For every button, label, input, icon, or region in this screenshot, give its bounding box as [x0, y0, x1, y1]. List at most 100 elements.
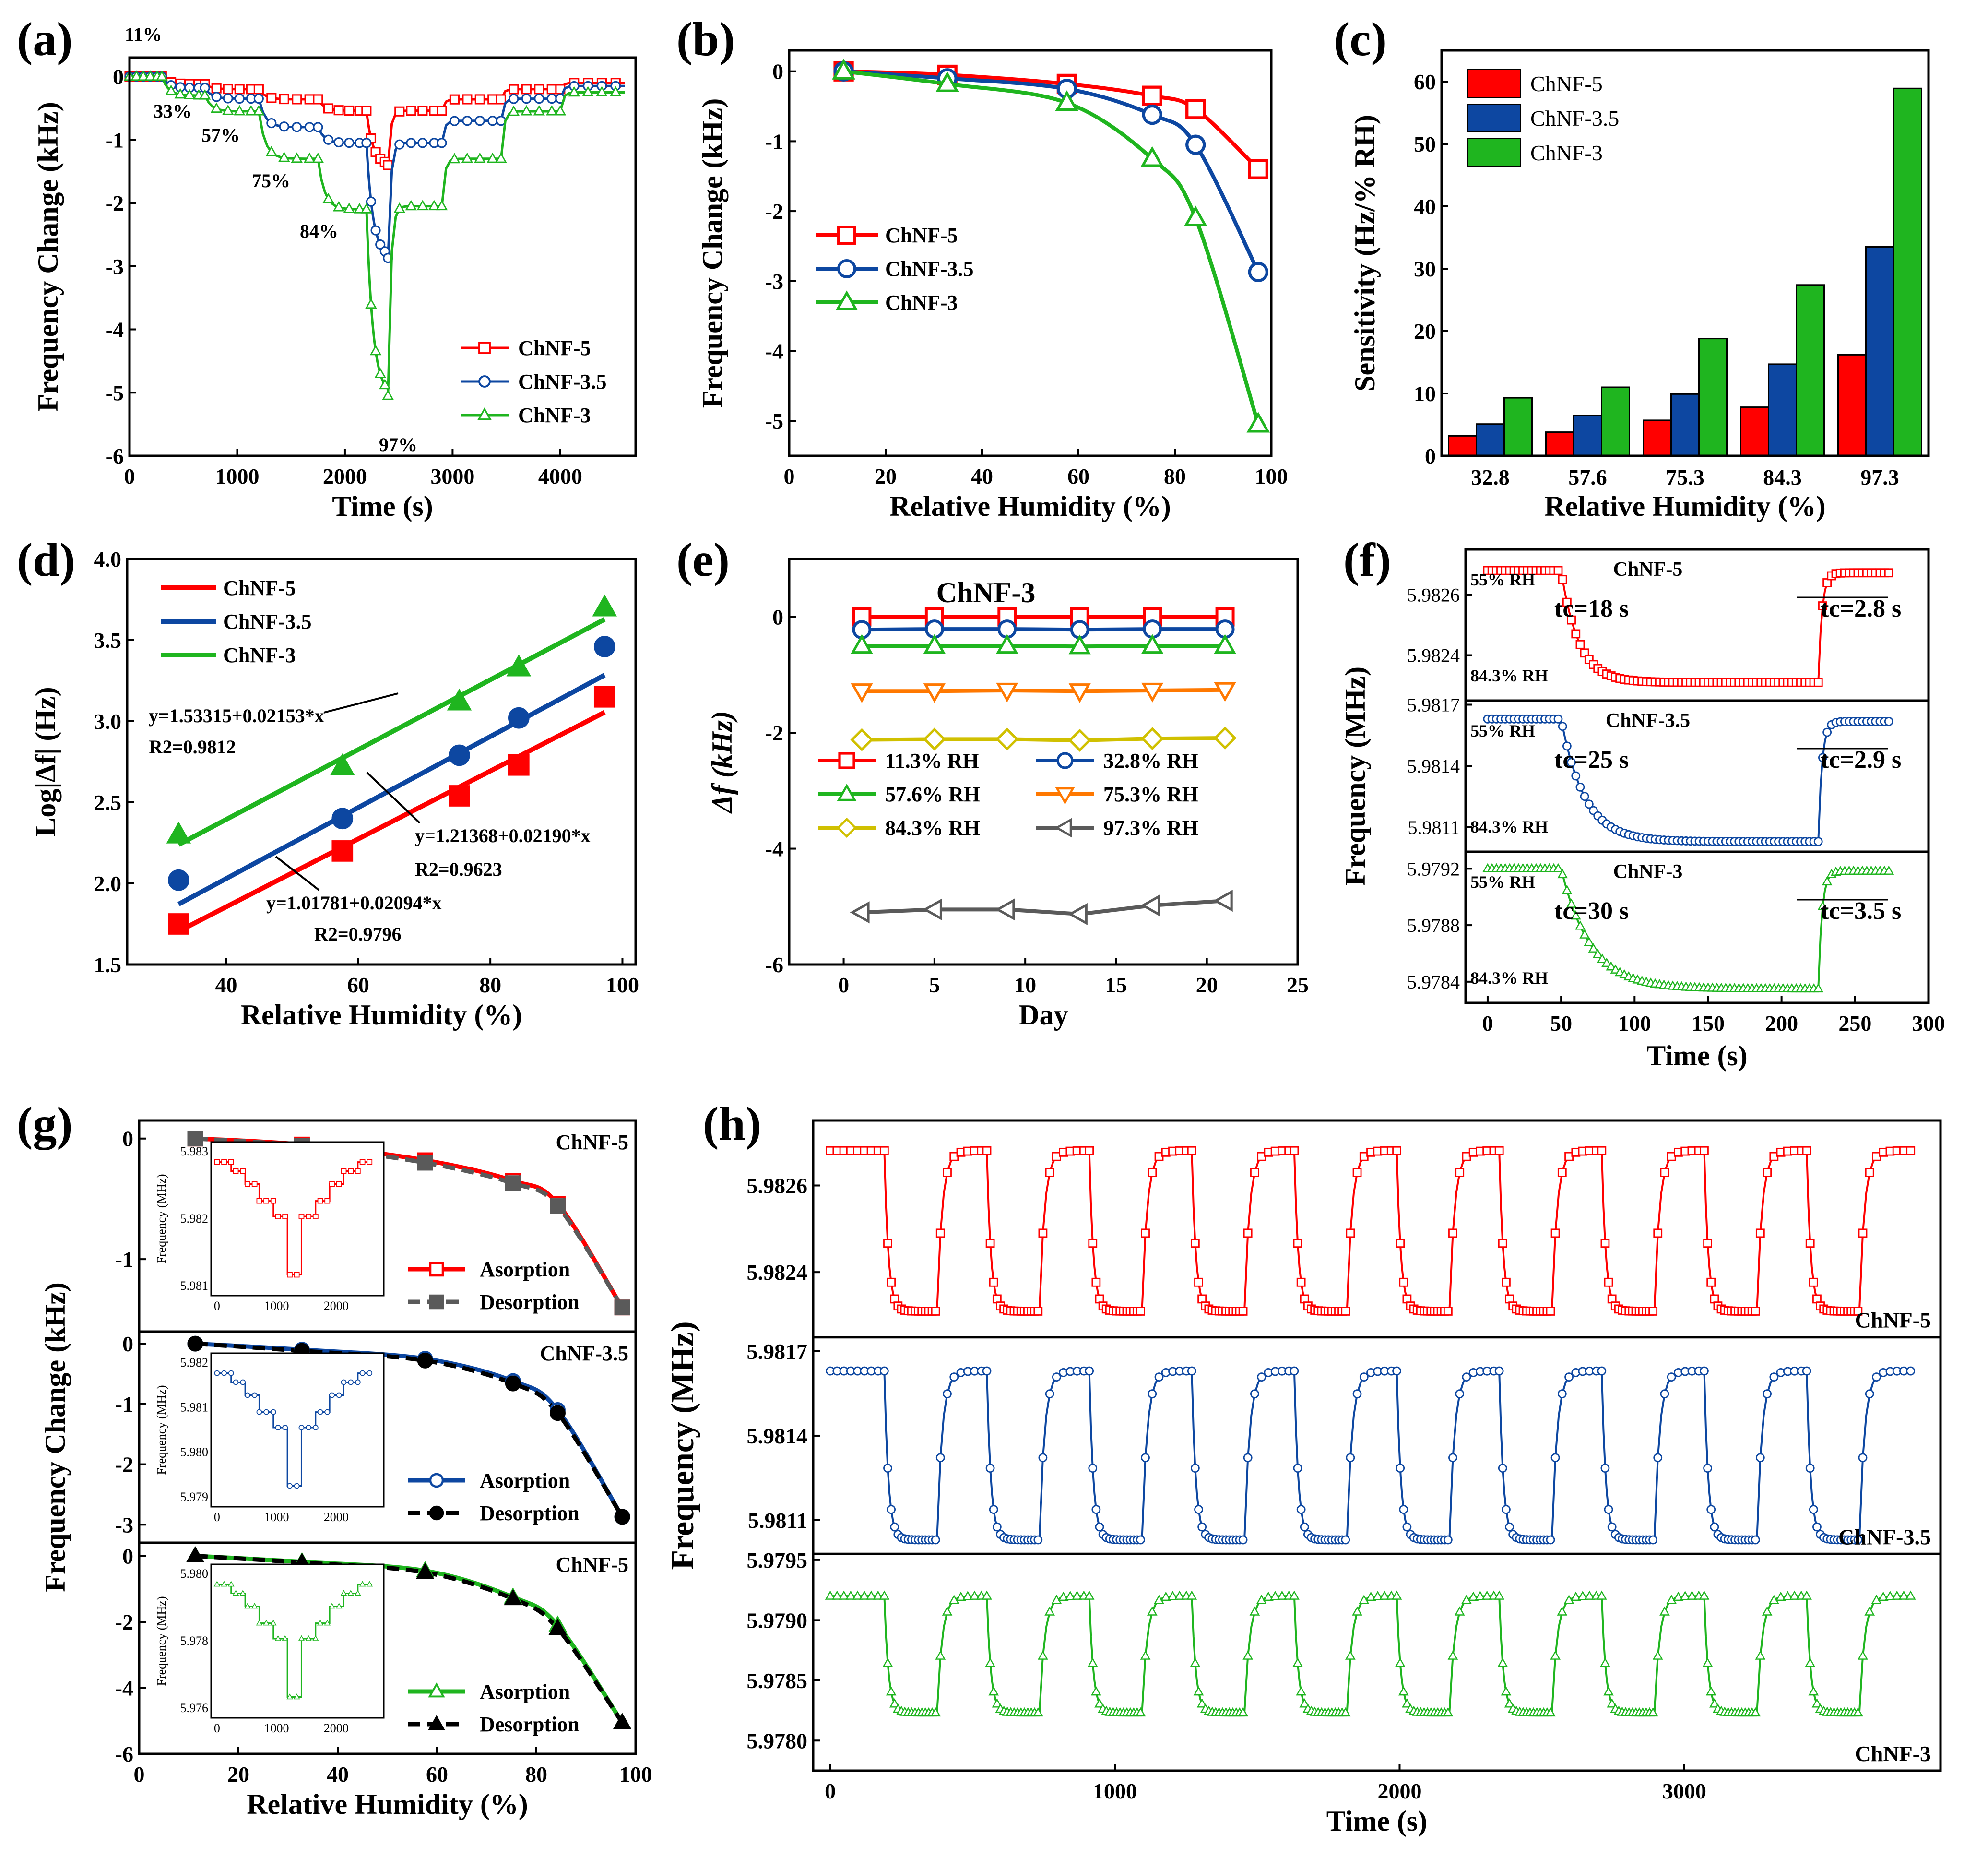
chart-e-ylabel: Δf (kHz) — [706, 711, 738, 814]
chart-e-point — [1214, 634, 1236, 654]
chart-g-subplot-frame — [138, 1541, 637, 1755]
chart-f-subplot-name: ChNF-3 — [1613, 861, 1683, 883]
chart-c-bar — [1768, 363, 1797, 457]
chart-c-ytick-label: 60 — [1414, 70, 1436, 94]
chart-g-legend-marker — [429, 1473, 444, 1488]
chart-a-point — [210, 102, 223, 113]
chart-d-point — [447, 688, 472, 711]
chart-b-series-line — [843, 69, 1260, 425]
chart-g-subplot-name: ChNF-5 — [556, 1131, 628, 1154]
chart-h-point — [1290, 1366, 1299, 1376]
chart-h-point — [1812, 1522, 1822, 1532]
chart-d-xtick-label: 60 — [347, 973, 369, 997]
chart-h-point — [1085, 1366, 1094, 1376]
chart-h-point — [988, 1686, 999, 1696]
chart-h-point — [1789, 1590, 1800, 1600]
chart-f-point — [1558, 722, 1567, 731]
chart-h-point — [1250, 1389, 1259, 1399]
chart-a-point — [383, 160, 393, 170]
chart-c-bar — [1698, 338, 1728, 457]
chart-h-point — [1648, 1535, 1658, 1545]
chart-g-inset-point — [329, 1392, 335, 1398]
chart-h-point — [1187, 1146, 1196, 1155]
chart-h-point — [1190, 1239, 1200, 1248]
chart-g-inset-point — [348, 1168, 354, 1174]
chart-h-point — [1296, 1686, 1307, 1696]
chart-h-point — [1659, 1606, 1670, 1616]
chart-h-point — [948, 1595, 959, 1604]
chart-g-inset-ytick: 5.982 — [180, 1212, 209, 1226]
chart-c-ytick-label: 30 — [1414, 257, 1436, 281]
chart-c: 0 10 20 30 40 50 60 32.8 57.6 75.3 84.3 97.3 ChNF-5 C… — [1349, 69, 1922, 522]
chart-b-ytick-label: -1 — [765, 129, 783, 154]
chart-e-point — [1068, 683, 1091, 703]
chart-a-point — [374, 368, 386, 378]
chart-h-point — [1853, 1307, 1863, 1316]
chart-h-point — [1399, 1277, 1408, 1287]
chart-h-point — [1755, 1453, 1765, 1463]
chart-d-xtick-label: 40 — [215, 973, 237, 997]
chart-h-point — [887, 1505, 896, 1514]
chart-h-point — [1481, 1590, 1492, 1600]
chart-h-ytick-label: 5.9780 — [747, 1728, 808, 1753]
chart-h-point — [1892, 1590, 1903, 1600]
chart-h-xlabel: Time (s) — [1326, 1805, 1428, 1837]
chart-a-annotation: 75% — [252, 170, 290, 191]
chart-e-ytick-label: 0 — [772, 605, 783, 630]
chart-g-inset-ytick: 5.981 — [180, 1400, 209, 1414]
chart-h-point — [886, 1686, 897, 1696]
chart-h-point — [1864, 1606, 1875, 1616]
chart-h-point — [1065, 1591, 1076, 1600]
chart-f-point — [1822, 727, 1832, 737]
chart-e-point — [850, 901, 870, 924]
chart-a-point — [366, 196, 377, 207]
chart-b-xlabel: Relative Humidity (%) — [889, 490, 1171, 522]
chart-h-point — [1699, 1590, 1710, 1600]
chart-g-inset-point — [336, 1181, 342, 1187]
chart-a-ytick-label: -3 — [106, 254, 124, 279]
chart-h-xtick-label: 1000 — [1093, 1779, 1137, 1803]
chart-g-inset-frame — [210, 1563, 385, 1719]
chart-g-legend-marker — [429, 1505, 444, 1521]
chart-h-point — [1577, 1591, 1588, 1600]
chart-h-point — [1392, 1366, 1401, 1376]
chart-g-inset-ytick: 5.982 — [180, 1356, 209, 1370]
chart-a-point — [546, 94, 557, 104]
chart-d-r2: R2=0.9812 — [149, 736, 236, 758]
chart-b-xtick-label: 100 — [1255, 464, 1288, 488]
chart-d-point — [330, 753, 355, 775]
chart-h-point — [1136, 1535, 1145, 1545]
chart-a-point — [449, 116, 460, 126]
chart-d-legend-label: ChNF-5 — [223, 576, 296, 600]
panel-label-b: (b) — [676, 12, 735, 66]
chart-c-frame — [1440, 49, 1930, 457]
chart-f-point — [1822, 876, 1833, 886]
chart-h-point — [1805, 1464, 1815, 1473]
chart-g-inset-point — [341, 1379, 347, 1385]
chart-c-bar — [1796, 284, 1825, 457]
chart-a-point — [323, 103, 334, 114]
chart-h-point — [1038, 1650, 1048, 1660]
chart-f-tc-rise: tc=30 s — [1554, 897, 1629, 925]
chart-f-tc-recover: tc=2.9 s — [1821, 746, 1901, 774]
chart-a-point — [462, 94, 473, 105]
chart-h-point — [935, 1650, 946, 1660]
chart-h-point — [1443, 1307, 1453, 1316]
chart-h-point — [1853, 1535, 1863, 1545]
chart-c-ytick-label: 0 — [1425, 444, 1436, 468]
chart-g-inset-point — [306, 1214, 312, 1219]
chart-e-point — [995, 898, 1015, 921]
chart-d-point — [508, 754, 530, 776]
chart-h-point — [1475, 1591, 1486, 1600]
chart-h-point — [1038, 1453, 1048, 1463]
chart-h-point — [1148, 1389, 1157, 1399]
chart-h-point — [1243, 1453, 1253, 1463]
chart-c-xlabel: Relative Humidity (%) — [1544, 490, 1826, 522]
chart-c-bar — [1837, 354, 1867, 457]
chart-h-point — [1706, 1505, 1716, 1514]
chart-h-point — [1154, 1372, 1164, 1382]
chart-g-inset-ytick: 5.978 — [180, 1634, 209, 1648]
chart-g-inset-frame — [210, 1141, 385, 1297]
chart-h-point — [1194, 1277, 1203, 1287]
chart-h-point — [1769, 1372, 1779, 1382]
